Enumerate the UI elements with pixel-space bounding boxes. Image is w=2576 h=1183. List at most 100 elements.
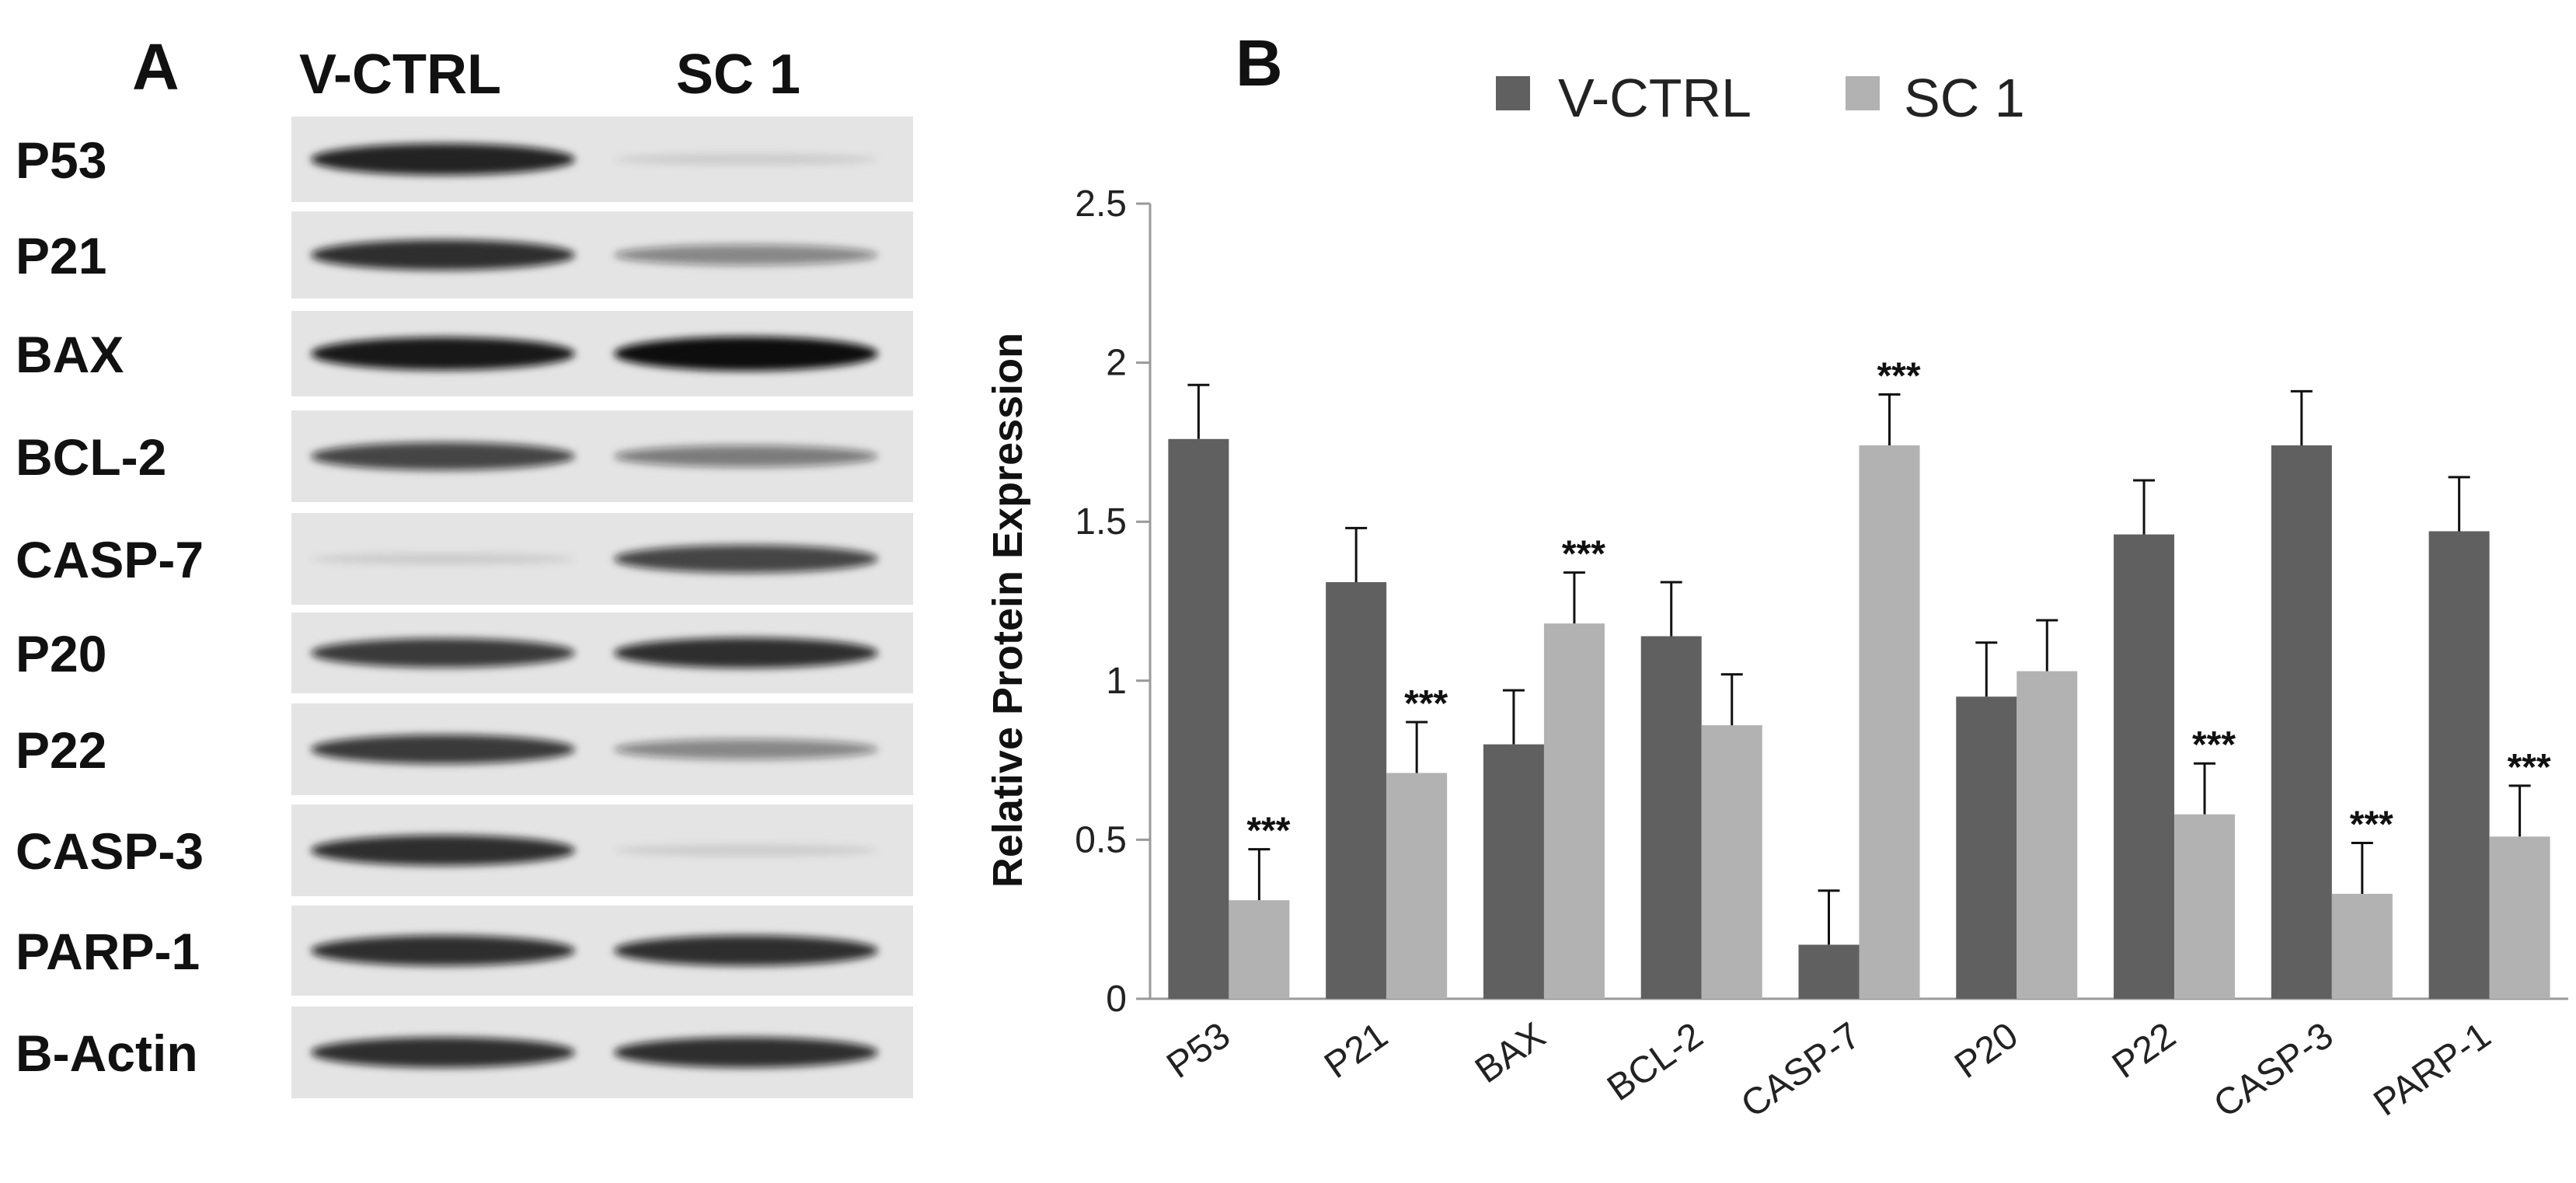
blot-row-p53: P53 <box>16 117 913 202</box>
legend-label-vctrl: V-CTRL <box>1558 68 1752 128</box>
band-sc1 <box>614 738 878 760</box>
significance-marker: *** <box>1562 534 1605 575</box>
panel-a-letter: A <box>132 30 180 103</box>
lane-header-sc1: SC 1 <box>676 44 800 106</box>
blot-row-p21: P21 <box>16 211 913 298</box>
blot-row-casp-3: CASP-3 <box>16 804 913 896</box>
blot-row-label: PARP-1 <box>16 923 200 980</box>
category-group-parp-1: *** <box>2428 476 2551 999</box>
y-tick-label: 1.5 <box>1075 501 1127 543</box>
y-tick-label: 0 <box>1106 979 1127 1020</box>
category-group-p22: *** <box>2114 479 2236 999</box>
blot-row-bax: BAX <box>16 311 913 396</box>
bar-v-ctrl-casp-3 <box>2271 445 2332 999</box>
blot-row-p22: P22 <box>16 703 913 795</box>
bar-v-ctrl-p20 <box>1956 696 2017 999</box>
band-vctrl <box>311 239 575 270</box>
x-tick-label-p22: P22 <box>2105 1015 2183 1087</box>
bar-sc-1-p53 <box>1229 900 1290 999</box>
band-sc1 <box>614 844 878 857</box>
category-group-bax: *** <box>1483 534 1605 999</box>
band-vctrl <box>311 835 575 866</box>
category-group-p21: *** <box>1326 526 1448 999</box>
band-vctrl <box>311 553 575 565</box>
bar-v-ctrl-bax <box>1483 744 1544 999</box>
chart-legend: V-CTRL SC 1 <box>1496 68 2025 128</box>
band-vctrl <box>311 442 575 470</box>
band-vctrl <box>311 143 575 176</box>
blot-row-label: CASP-3 <box>16 822 204 880</box>
band-vctrl <box>311 638 575 668</box>
category-group-casp-7: *** <box>1798 356 1921 999</box>
y-axis-label: Relative Protein Expression <box>985 333 1031 888</box>
significance-marker: *** <box>1404 683 1448 724</box>
western-blot-panel: A V-CTRL SC 1 P53 P21 BAX BCL-2 CASP-7 P20 P22… <box>16 30 913 1098</box>
x-tick-label-casp-3: CASP-3 <box>2207 1015 2341 1126</box>
blot-row-parp-1: PARP-1 <box>16 906 913 996</box>
category-group-bcl-2 <box>1640 581 1762 999</box>
bar-sc-1-bax <box>1543 623 1605 999</box>
y-ticks: 0 0.5 1 1.5 2 2.5 <box>1075 183 1150 1020</box>
bar-sc-1-p21 <box>1386 773 1448 999</box>
blot-row-bcl-2: BCL-2 <box>16 410 913 502</box>
x-tick-label-casp-7: CASP-7 <box>1734 1015 1867 1126</box>
band-vctrl <box>311 337 575 371</box>
x-tick-label-p21: P21 <box>1317 1015 1395 1087</box>
x-tick-label-p53: P53 <box>1159 1015 1237 1087</box>
band-sc1 <box>614 545 878 573</box>
band-vctrl <box>311 735 575 764</box>
category-group-casp-3: *** <box>2271 389 2393 999</box>
blot-row-label: CASP-7 <box>16 531 204 588</box>
x-tick-label-bax: BAX <box>1468 1015 1553 1092</box>
bar-sc-1-parp-1 <box>2489 836 2550 999</box>
x-tick-label-p20: P20 <box>1947 1015 2025 1087</box>
panel-b-letter: B <box>1236 26 1283 99</box>
significance-marker: *** <box>1877 356 1920 397</box>
x-tick-label-bcl-2: BCL-2 <box>1600 1015 1710 1109</box>
bar-sc-1-casp-7 <box>1859 445 1920 999</box>
band-sc1 <box>614 637 878 668</box>
bar-v-ctrl-casp-7 <box>1798 944 1860 999</box>
bar-v-ctrl-p21 <box>1326 581 1387 999</box>
blot-row-label: BCL-2 <box>16 428 166 486</box>
band-sc1 <box>614 1037 878 1068</box>
significance-marker: *** <box>2192 724 2236 766</box>
significance-marker: *** <box>2508 747 2551 788</box>
blot-row-p20: P20 <box>16 612 913 693</box>
blot-row-label: P22 <box>16 721 106 779</box>
x-tick-labels: P53 P21 BAX BCL-2 CASP-7 P20 P22 CASP-3 PARP-1 <box>1159 1015 2498 1126</box>
band-sc1 <box>614 337 878 371</box>
blot-row-b-actin: B-Actin <box>16 1007 913 1098</box>
blot-row-label: P53 <box>16 131 106 189</box>
lane-header-vctrl: V-CTRL <box>299 44 501 106</box>
x-tick-label-parp-1: PARP-1 <box>2366 1015 2498 1125</box>
y-tick-label: 1 <box>1106 661 1127 702</box>
bar-v-ctrl-parp-1 <box>2428 531 2490 999</box>
band-sc1 <box>614 153 878 166</box>
bar-sc-1-bcl-2 <box>1701 725 1762 999</box>
category-group-p53: *** <box>1168 383 1291 999</box>
bar-sc-1-casp-3 <box>2331 893 2393 999</box>
bar-sc-1-p22 <box>2174 814 2236 999</box>
band-sc1 <box>614 244 878 266</box>
band-vctrl <box>311 935 575 966</box>
bar-v-ctrl-p53 <box>1168 438 1229 999</box>
legend-label-sc1: SC 1 <box>1904 68 2025 128</box>
bar-sc-1-p20 <box>2017 671 2078 999</box>
bar-chart-panel: B V-CTRL SC 1 Relative Protein Expressio… <box>985 26 2568 1125</box>
blot-row-label: BAX <box>16 326 124 383</box>
y-tick-label: 2 <box>1106 343 1127 384</box>
category-group-p20 <box>1956 619 2078 999</box>
y-tick-label: 2.5 <box>1075 183 1127 225</box>
band-sc1 <box>614 935 878 966</box>
blot-row-label: P20 <box>16 625 106 682</box>
blot-rows: P53 P21 BAX BCL-2 CASP-7 P20 P22 CASP-3 PARP-1 B-… <box>16 117 913 1098</box>
band-sc1 <box>614 445 878 467</box>
band-vctrl <box>311 1037 575 1068</box>
significance-marker: *** <box>2350 804 2393 845</box>
bar-v-ctrl-p22 <box>2114 534 2175 999</box>
blot-row-label: P21 <box>16 227 106 284</box>
bar-v-ctrl-bcl-2 <box>1640 636 1702 999</box>
legend-swatch-vctrl <box>1496 76 1530 110</box>
